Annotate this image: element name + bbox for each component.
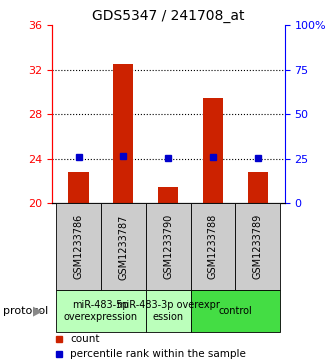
- Text: GSM1233789: GSM1233789: [253, 214, 263, 280]
- Text: control: control: [218, 306, 252, 316]
- Bar: [190, 203, 235, 290]
- Bar: [248, 172, 268, 203]
- Text: miR-483-5p
overexpression: miR-483-5p overexpression: [64, 301, 138, 322]
- Text: GSM1233786: GSM1233786: [74, 214, 84, 280]
- Bar: [190, 290, 280, 332]
- Bar: [113, 64, 134, 203]
- Text: miR-483-3p overexpr
ession: miR-483-3p overexpr ession: [117, 301, 219, 322]
- Text: GSM1233787: GSM1233787: [118, 214, 128, 280]
- Bar: [68, 172, 89, 203]
- Bar: [56, 290, 146, 332]
- Text: ▶: ▶: [33, 305, 42, 318]
- Bar: [146, 203, 190, 290]
- Text: GSM1233788: GSM1233788: [208, 214, 218, 280]
- Bar: [158, 187, 178, 203]
- Bar: [203, 98, 223, 203]
- Bar: [101, 203, 146, 290]
- Bar: [56, 203, 101, 290]
- Text: count: count: [70, 334, 100, 344]
- Bar: [146, 290, 190, 332]
- Text: protocol: protocol: [3, 306, 49, 316]
- Text: GSM1233790: GSM1233790: [163, 214, 173, 280]
- Title: GDS5347 / 241708_at: GDS5347 / 241708_at: [92, 9, 244, 23]
- Text: percentile rank within the sample: percentile rank within the sample: [70, 349, 246, 359]
- Bar: [235, 203, 280, 290]
